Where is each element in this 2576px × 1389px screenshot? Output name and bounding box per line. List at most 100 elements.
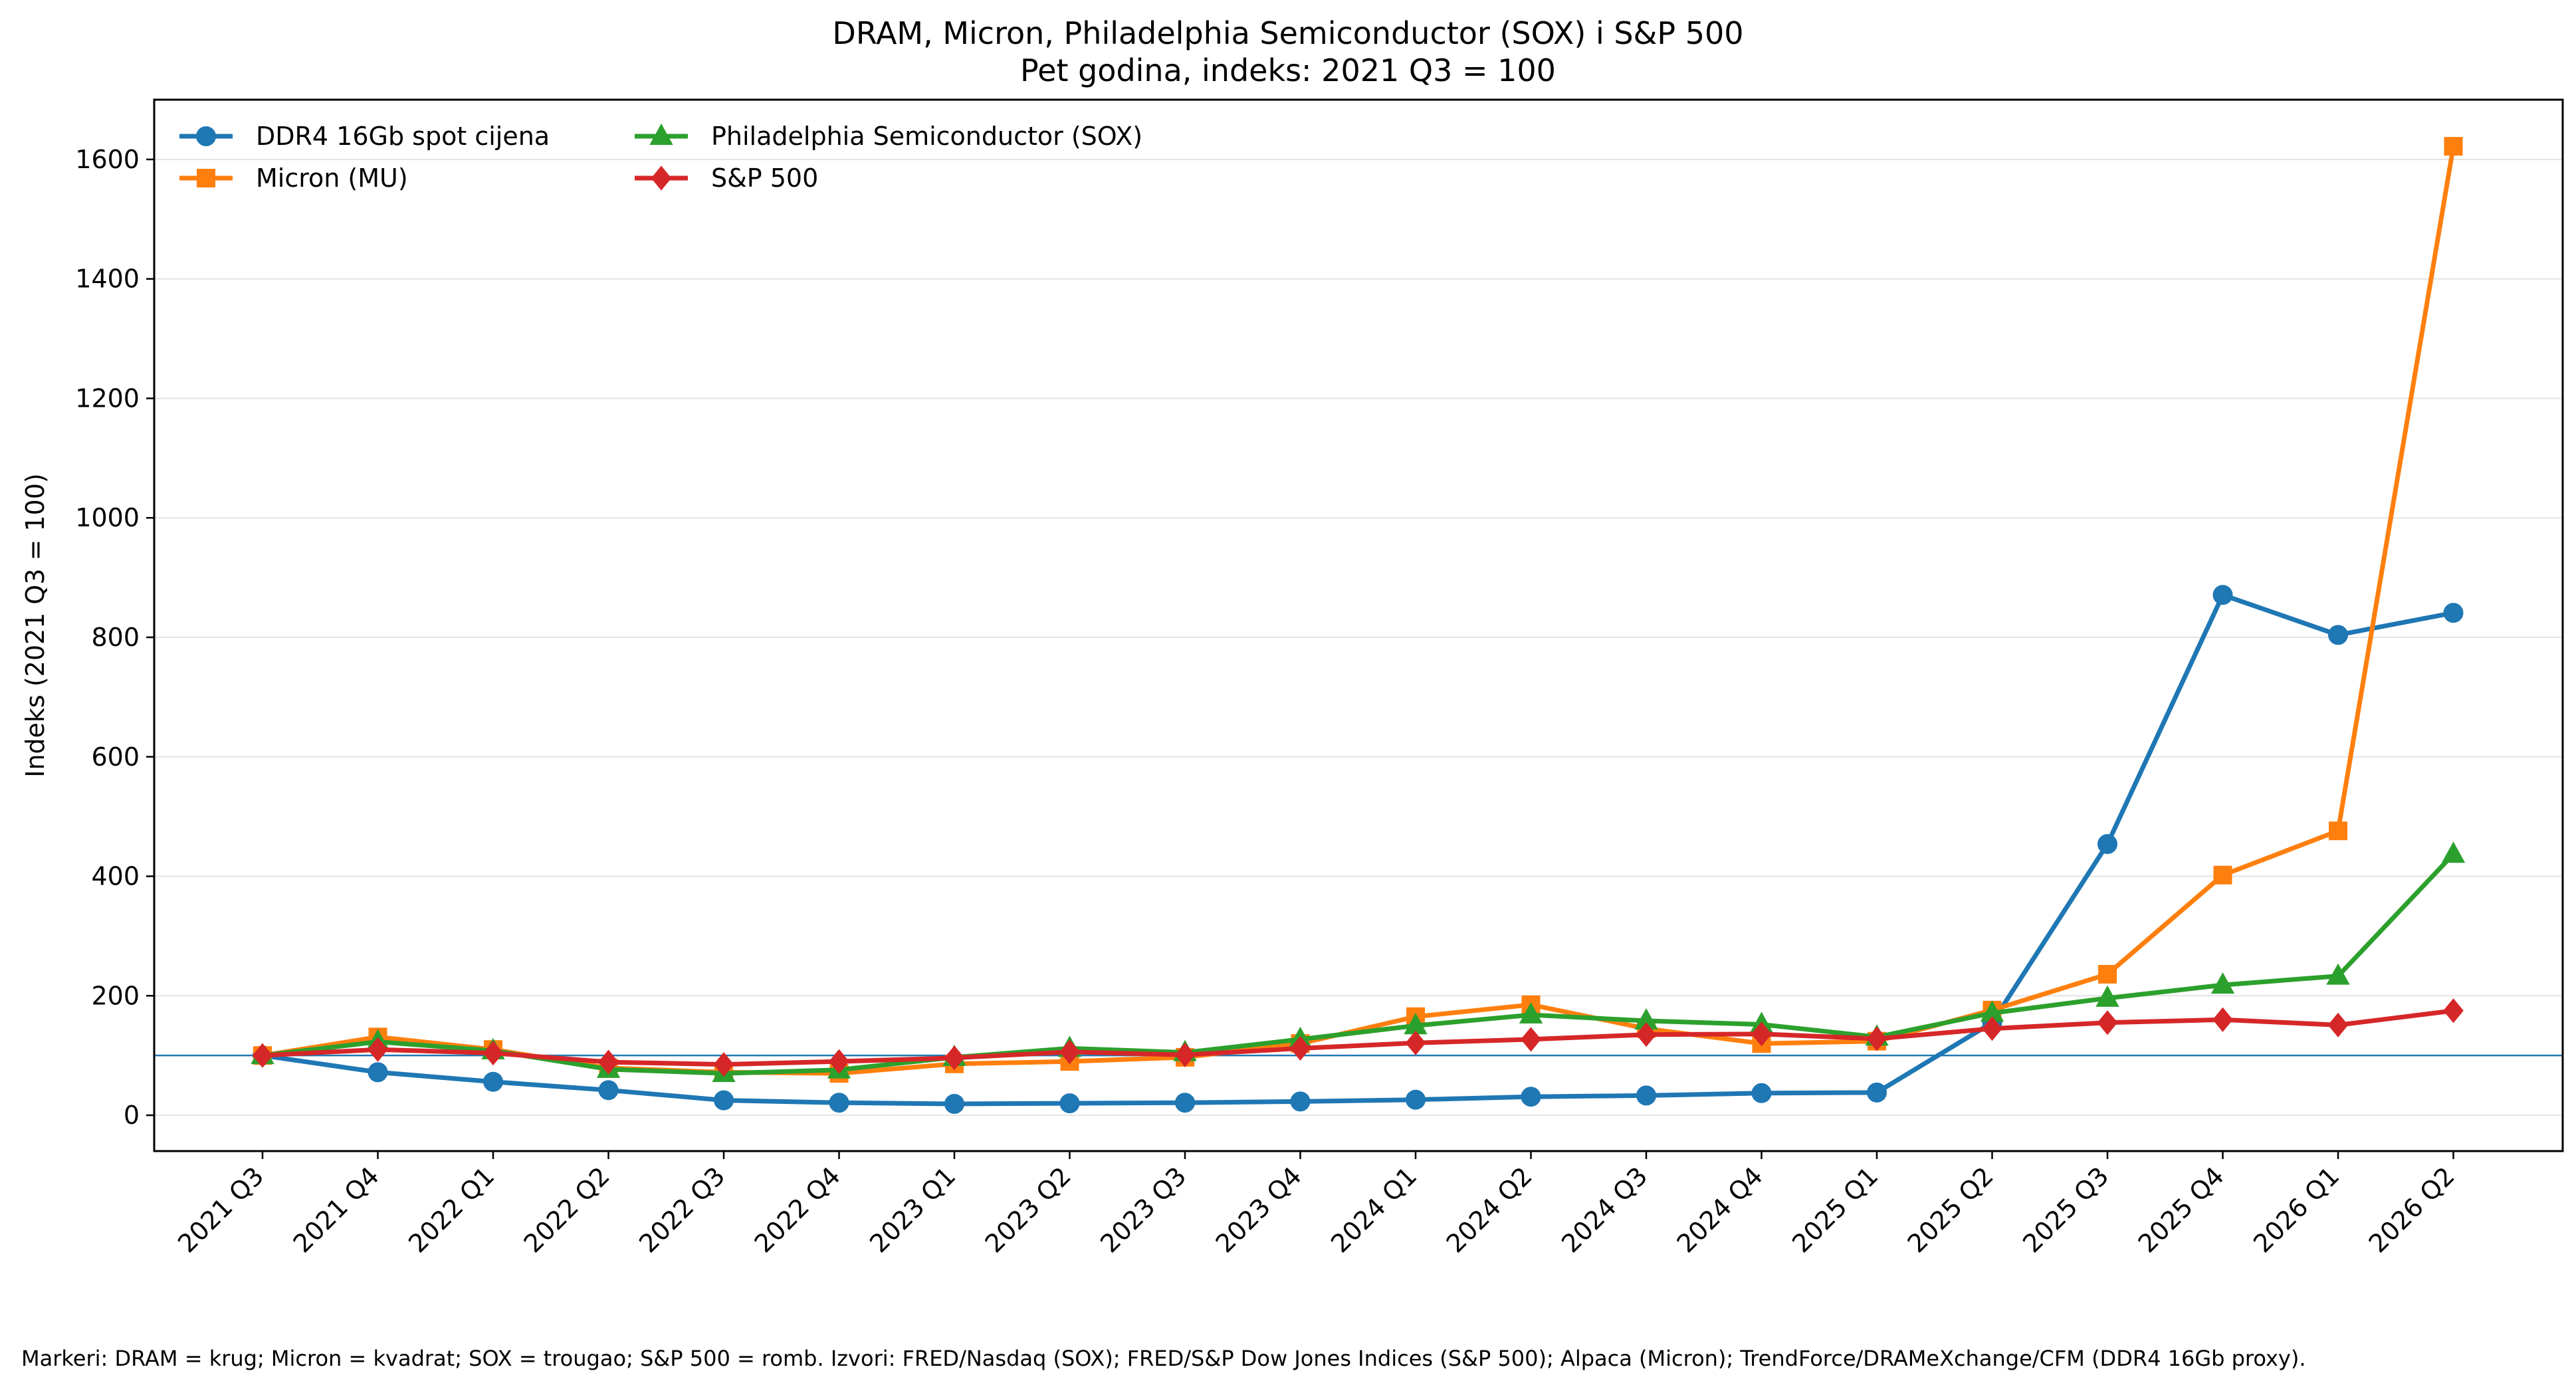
x-tick-label: 2023 Q4 — [1210, 1161, 1307, 1258]
footer-note: Markeri: DRAM = krug; Micron = kvadrat; … — [21, 1346, 2306, 1371]
legend-marker — [649, 123, 673, 145]
data-point — [1519, 1002, 1543, 1024]
data-point — [1405, 1030, 1426, 1055]
x-axis: 2021 Q3 2021 Q4 2022 Q1 2022 Q2 2022 Q3 2022 … — [172, 1151, 2460, 1259]
legend-marker — [197, 169, 215, 187]
x-tick-label: 2024 Q4 — [1671, 1161, 1769, 1258]
data-point — [1866, 1026, 1887, 1051]
data-point — [1636, 1022, 1657, 1047]
chart-subtitle: Pet godina, indeks: 2021 Q3 = 100 — [1020, 53, 1556, 88]
x-tick-label: 2025 Q4 — [2133, 1161, 2230, 1258]
x-tick-label: 2024 Q3 — [1556, 1161, 1653, 1258]
data-point — [2441, 841, 2466, 863]
x-tick-label: 2026 Q1 — [2248, 1161, 2345, 1258]
y-tick-label: 1400 — [75, 265, 140, 294]
data-point — [829, 1049, 849, 1074]
data-point — [1751, 1021, 1772, 1047]
x-tick-label: 2021 Q4 — [288, 1161, 385, 1258]
data-point — [252, 1043, 273, 1068]
data-point — [2212, 1007, 2233, 1032]
x-tick-label: 2025 Q2 — [1902, 1161, 1999, 1258]
series-group — [251, 137, 2466, 1114]
y-tick-label: 200 — [91, 981, 140, 1010]
data-point — [2326, 963, 2350, 985]
data-point — [1982, 1016, 2002, 1041]
data-point — [2097, 833, 2117, 854]
data-point — [1174, 1042, 1196, 1067]
series-line — [260, 1008, 2456, 1067]
series-3 — [252, 998, 2464, 1077]
data-point — [713, 1052, 734, 1077]
x-tick-label: 2021 Q3 — [172, 1161, 269, 1258]
y-tick-label: 800 — [91, 623, 140, 652]
data-point — [368, 1062, 388, 1083]
data-point — [1175, 1093, 1195, 1113]
y-tick-label: 1200 — [75, 383, 140, 413]
data-point — [829, 1093, 849, 1113]
legend-label: DDR4 16Gb spot cijena — [256, 122, 550, 151]
series-line — [260, 144, 2456, 1076]
x-tick-label: 2025 Q1 — [1786, 1161, 1883, 1258]
data-point — [368, 1037, 388, 1062]
data-point — [1290, 1091, 1311, 1112]
data-point — [2444, 137, 2463, 156]
legend-marker — [196, 126, 216, 146]
x-tick-label: 2024 Q1 — [1325, 1161, 1422, 1258]
legend-item: S&P 500 — [635, 163, 818, 193]
data-point — [2327, 1012, 2349, 1037]
y-axis: 0 200 400 600 800 1000 1200 1400 1600 — [75, 145, 154, 1130]
data-point — [598, 1049, 619, 1075]
gridlines — [154, 158, 2563, 1117]
data-point — [2095, 985, 2119, 1007]
data-point — [2443, 603, 2464, 623]
data-point — [714, 1090, 734, 1111]
legend-marker — [651, 165, 672, 191]
data-point — [2097, 1010, 2118, 1035]
data-point — [1521, 1027, 1541, 1052]
data-point — [1521, 1087, 1541, 1107]
x-tick-label: 2022 Q3 — [633, 1161, 730, 1258]
x-tick-label: 2023 Q1 — [864, 1161, 961, 1258]
data-point — [944, 1045, 965, 1071]
data-point — [483, 1071, 503, 1092]
data-point — [2212, 585, 2233, 605]
x-tick-label: 2026 Q2 — [2363, 1161, 2460, 1258]
x-tick-label: 2023 Q3 — [1095, 1161, 1192, 1258]
legend-item: Micron (MU) — [179, 163, 408, 193]
data-point — [944, 1093, 964, 1114]
data-point — [2328, 625, 2348, 645]
data-point — [1751, 1083, 1772, 1103]
legend-item: DDR4 16Gb spot cijena — [179, 122, 550, 151]
y-tick-label: 400 — [91, 862, 140, 891]
series-line — [260, 851, 2456, 1076]
x-tick-label: 2022 Q4 — [749, 1161, 846, 1258]
x-tick-label: 2023 Q2 — [980, 1161, 1077, 1258]
chart-title: DRAM, Micron, Philadelphia Semiconductor… — [832, 15, 1743, 51]
legend-item: Philadelphia Semiconductor (SOX) — [635, 122, 1142, 151]
x-tick-label: 2024 Q2 — [1441, 1161, 1538, 1258]
data-point — [2329, 821, 2347, 841]
x-tick-label: 2022 Q2 — [518, 1161, 615, 1258]
y-axis-label: Indeks (2021 Q3 = 100) — [21, 473, 50, 778]
data-point — [2098, 964, 2117, 984]
data-point — [483, 1041, 504, 1066]
data-point — [2213, 865, 2232, 885]
y-tick-label: 1600 — [75, 145, 140, 174]
plot-frame — [153, 98, 2564, 1152]
legend-label: Philadelphia Semiconductor (SOX) — [711, 122, 1142, 151]
y-tick-label: 0 — [124, 1101, 140, 1130]
data-point — [2210, 972, 2235, 994]
y-tick-label: 600 — [91, 742, 140, 772]
data-point — [1059, 1039, 1080, 1065]
data-point — [1406, 1089, 1426, 1110]
data-point — [1867, 1082, 1887, 1103]
data-point — [1290, 1035, 1311, 1061]
x-tick-label: 2025 Q3 — [2017, 1161, 2114, 1258]
legend-label: S&P 500 — [711, 163, 818, 193]
data-point — [598, 1080, 619, 1101]
y-tick-label: 1000 — [75, 503, 140, 532]
data-point — [1059, 1093, 1080, 1114]
data-point — [2443, 998, 2464, 1023]
legend-label: Micron (MU) — [256, 163, 408, 193]
